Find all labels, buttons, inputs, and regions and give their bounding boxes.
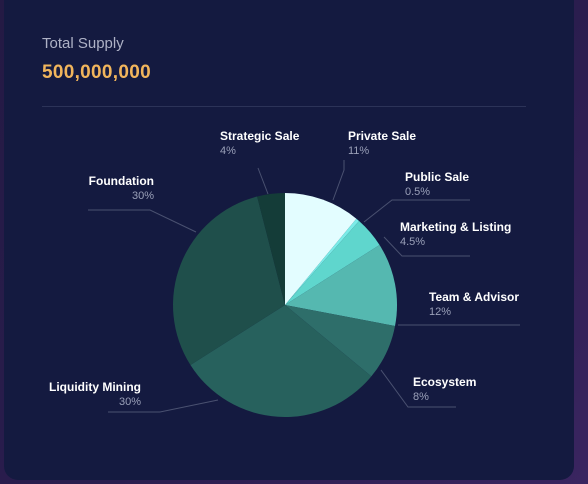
slice-percent-marketing-listing: 4.5% <box>400 236 425 248</box>
slice-label-public-sale: Public Sale <box>405 170 469 184</box>
slice-percent-team-advisor: 12% <box>429 306 451 318</box>
slice-label-liquidity-mining: Liquidity Mining <box>49 380 141 394</box>
leader-line-foundation <box>88 209 197 233</box>
slice-percent-public-sale: 0.5% <box>405 186 430 198</box>
slice-label-team-advisor: Team & Advisor <box>429 290 519 304</box>
leader-line-strategic-sale <box>257 167 269 195</box>
slice-labels: Private Sale 11% Public Sale 0.5% Marketing … <box>49 129 519 408</box>
slice-label-strategic-sale: Strategic Sale <box>220 129 300 143</box>
leader-line-private-sale <box>332 160 345 201</box>
slice-percent-liquidity-mining: 30% <box>119 396 141 408</box>
total-supply-value: 500,000,000 <box>42 62 151 83</box>
leader-line-marketing-listing <box>383 236 470 257</box>
pie-slices <box>173 193 398 417</box>
slice-label-marketing-listing: Marketing & Listing <box>400 220 511 234</box>
total-supply-label: Total Supply <box>42 35 124 52</box>
leader-line-ecosystem <box>380 369 456 408</box>
pie-slice-foundation[interactable] <box>173 196 285 366</box>
pie-slice-private-sale[interactable] <box>285 193 357 305</box>
slice-percent-strategic-sale: 4% <box>220 145 236 157</box>
pie-slice-strategic-sale[interactable] <box>257 193 285 305</box>
pie-slice-liquidity-mining[interactable] <box>190 305 372 417</box>
pie-slice-team-advisor[interactable] <box>285 244 398 326</box>
leader-line-public-sale <box>363 199 470 223</box>
pie-slice-ecosystem[interactable] <box>285 305 396 377</box>
slice-label-private-sale: Private Sale <box>348 129 416 143</box>
slice-percent-private-sale: 11% <box>348 145 369 157</box>
slice-percent-ecosystem: 8% <box>413 391 429 403</box>
slice-label-foundation: Foundation <box>89 174 154 188</box>
slice-label-ecosystem: Ecosystem <box>413 375 476 389</box>
pie-slice-marketing-listing[interactable] <box>285 220 380 305</box>
slice-percent-foundation: 30% <box>132 190 154 202</box>
pie-slice-public-sale[interactable] <box>285 218 360 305</box>
leader-line-liquidity-mining <box>108 399 219 413</box>
divider <box>42 106 526 107</box>
label-leader-lines <box>88 160 520 413</box>
